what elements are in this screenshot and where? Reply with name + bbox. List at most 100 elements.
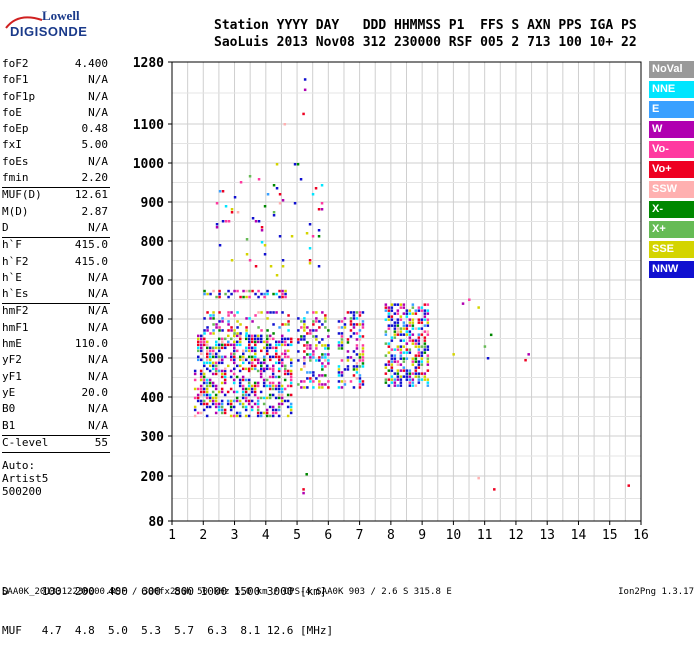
logo-line1: Lowell [42, 8, 80, 23]
echo-point [361, 344, 365, 347]
echo-point [206, 343, 209, 347]
echo-point [324, 317, 327, 320]
echo-point [232, 381, 236, 385]
echo-point [280, 399, 284, 403]
echo-point [197, 358, 200, 362]
echo-point [321, 374, 324, 377]
echo-point [229, 405, 233, 409]
echo-point [297, 350, 300, 353]
echo-point [272, 337, 275, 341]
echo-point [349, 356, 353, 359]
echo-point [215, 202, 219, 205]
echo-point [251, 320, 254, 323]
echo-point [269, 355, 272, 359]
echo-point [297, 317, 300, 320]
echo-point [209, 292, 212, 296]
echo-point [221, 355, 224, 359]
echo-point [384, 333, 388, 336]
echo-point [206, 361, 209, 365]
echo-point [257, 326, 260, 329]
echo-point [229, 402, 233, 406]
echo-point [321, 383, 324, 386]
echo-point [250, 405, 254, 409]
echo-point [193, 414, 197, 418]
echo-point [396, 378, 400, 381]
echo-point [321, 323, 324, 326]
echo-point [393, 321, 397, 324]
echo-point [268, 381, 272, 385]
echo-point [408, 330, 412, 333]
echo-point [236, 211, 240, 214]
echo-point [206, 346, 209, 350]
echo-point [306, 344, 309, 347]
param-name: h`F [2, 238, 22, 252]
echo-point [387, 327, 391, 330]
echo-point [260, 361, 263, 365]
echo-point [324, 347, 327, 350]
echo-point [361, 383, 365, 386]
echo-point [287, 337, 290, 341]
echo-point [287, 355, 290, 359]
echo-point [227, 329, 230, 332]
echo-point [239, 358, 242, 362]
echo-point [300, 386, 303, 389]
echo-point [215, 346, 218, 350]
echo-point [205, 387, 209, 391]
legend-item-x: X- [649, 201, 694, 218]
echo-point [417, 333, 421, 336]
echo-point [202, 387, 206, 391]
echo-point [303, 350, 306, 353]
echo-point [393, 360, 397, 363]
echo-point [266, 340, 269, 344]
echo-point [277, 375, 281, 379]
echo-point [393, 312, 397, 315]
echo-point [254, 314, 257, 317]
echo-point [212, 349, 215, 353]
echo-point [396, 303, 400, 306]
echo-point [414, 312, 418, 315]
echo-point [257, 337, 260, 341]
echo-point [355, 344, 359, 347]
echo-point [340, 359, 344, 362]
echo-point [248, 343, 251, 347]
echo-point [226, 402, 230, 406]
echo-point [235, 375, 239, 379]
echo-point [286, 399, 290, 403]
echo-point [275, 340, 278, 344]
echo-point [263, 340, 266, 344]
echo-point [289, 378, 293, 382]
echo-point [340, 341, 344, 344]
echo-point [227, 364, 230, 368]
echo-point [411, 306, 415, 309]
echo-point [420, 351, 424, 354]
echo-point [211, 396, 215, 400]
echo-point [235, 390, 239, 394]
echo-point [390, 360, 394, 363]
echo-point [309, 353, 312, 356]
echo-point [286, 405, 290, 409]
param-value: N/A [88, 320, 108, 334]
param-name: B0 [2, 402, 16, 416]
echo-point [269, 367, 272, 371]
echo-point [197, 343, 200, 347]
echo-point [259, 390, 263, 394]
echo-point [399, 378, 403, 381]
echo-point [411, 324, 415, 327]
x-tick-label: 13 [539, 528, 555, 543]
echo-point [203, 343, 206, 347]
echo-point [355, 317, 359, 320]
echo-point [215, 364, 218, 368]
echo-point [223, 372, 227, 376]
echo-point [402, 321, 406, 324]
echo-point [275, 349, 278, 353]
echo-point [232, 405, 236, 409]
echo-point [423, 351, 427, 354]
echo-point [321, 356, 324, 359]
echo-point [272, 292, 275, 296]
echo-point [396, 375, 400, 378]
echo-point [352, 374, 356, 377]
legend-item-w: W [649, 121, 694, 138]
param-name: h`F2 [2, 254, 29, 268]
echo-point [358, 338, 362, 341]
echo-point [260, 241, 264, 244]
